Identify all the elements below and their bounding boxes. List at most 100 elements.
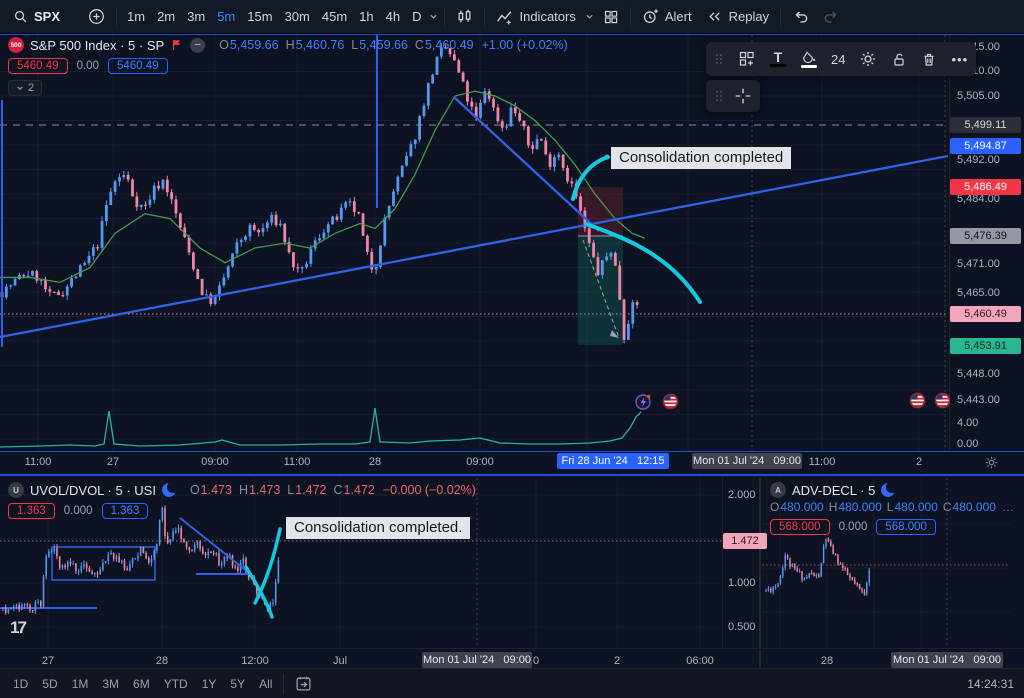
redo-arrow-icon <box>824 11 837 23</box>
range-button[interactable]: 5Y <box>230 676 246 691</box>
tradingview-watermark-logo[interactable]: 17 <box>10 618 27 637</box>
time-tick-label: 27 <box>106 456 120 468</box>
sp500-logo-icon: 500 <box>8 37 24 53</box>
lock-button[interactable] <box>891 51 907 68</box>
range-button[interactable]: 1D <box>13 676 29 691</box>
symbol-label: SPX <box>34 9 61 24</box>
price-badge: 5,460.49 <box>950 306 1021 322</box>
indicators-button[interactable]: Indicators <box>489 5 582 29</box>
layout-grid-button[interactable] <box>596 5 626 29</box>
uvol-axis-border <box>722 478 723 648</box>
template-button[interactable] <box>738 50 756 68</box>
background-color-button[interactable] <box>800 51 817 68</box>
timeframe-button[interactable]: 1h <box>359 9 374 24</box>
price-tick-label: 1.000 <box>728 577 756 589</box>
main-ohlc: O5,459.66 H5,460.76 L5,459.66 C5,460.49 <box>219 38 473 52</box>
price-tick-label: 0.00 <box>957 438 979 450</box>
timeframe-button[interactable]: D <box>412 9 422 24</box>
compare-add-button[interactable] <box>81 5 112 29</box>
range-button[interactable]: 1M <box>71 676 89 691</box>
symbol-title[interactable]: S&P 500 Index · 5 · SP <box>30 37 165 53</box>
legend-collapse-button[interactable]: 2 <box>8 80 43 96</box>
value-badge: 1.363 <box>8 503 55 519</box>
adv-legend: A ADV-DECL · 5 O480.000 H480.000 L480.000 C… <box>770 482 1014 535</box>
adv-ohlc: O480.000 H480.000 L480.000 C480.000… <box>770 500 1014 514</box>
main-change: +1.00 (+0.02%) <box>481 38 568 52</box>
us-flag-icon[interactable] <box>909 392 926 409</box>
timeframe-button[interactable]: 5m <box>217 9 236 24</box>
flag-icon[interactable] <box>170 38 184 52</box>
main-chart-plot[interactable] <box>0 35 948 451</box>
hide-symbol-icon[interactable]: – <box>190 37 206 53</box>
replay-button[interactable]: Replay <box>699 5 776 29</box>
ohlc-segment: O480.000 <box>770 500 824 514</box>
us-flag-icon[interactable] <box>662 393 679 410</box>
us-flag-icon[interactable] <box>934 392 951 409</box>
timeframe-button[interactable]: 2m <box>157 9 176 24</box>
ohlc-segment: … <box>1001 500 1014 514</box>
crosshair-icon <box>735 88 751 104</box>
toolbar-drag-handle[interactable] <box>714 88 724 104</box>
news-flash-icon[interactable] <box>635 393 652 410</box>
price-badge: 1.472 <box>723 533 767 549</box>
redo-button[interactable] <box>816 5 847 29</box>
more-options-button[interactable]: ••• <box>951 51 969 67</box>
calendar-icon <box>296 676 311 691</box>
range-button[interactable]: 5D <box>42 676 58 691</box>
toolbar-divider <box>116 6 118 27</box>
ohlc-segment: H480.000 <box>828 500 882 514</box>
range-button[interactable]: 1Y <box>201 676 217 691</box>
main-value-badges: 5460.49 0.00 5460.49 <box>8 58 568 74</box>
range-button[interactable]: YTD <box>163 676 188 691</box>
pane-border-top <box>0 33 1024 35</box>
chart-style-button[interactable] <box>449 5 480 29</box>
undo-arrow-icon <box>795 11 808 23</box>
value-badge: 0.000 <box>63 505 93 517</box>
range-button[interactable]: All <box>259 676 273 691</box>
undo-button[interactable] <box>785 5 816 29</box>
time-tick-label: 09:00 <box>466 456 494 468</box>
chart-annotation[interactable]: Consolidation completed <box>611 147 792 169</box>
uvol-annotation[interactable]: Consolidation completed. <box>286 517 471 539</box>
indicators-dropdown-chevron-icon[interactable] <box>583 12 596 21</box>
timeframe-button[interactable]: 30m <box>284 9 310 24</box>
time-tick-label: 27 <box>41 655 55 667</box>
settings-button[interactable] <box>859 50 877 68</box>
panel-vertical-divider[interactable] <box>759 478 761 668</box>
timeframe-button[interactable]: 45m <box>321 9 348 24</box>
range-button[interactable]: 6M <box>133 676 150 691</box>
delete-button[interactable] <box>921 51 937 68</box>
drawing-toolbar: T 24 ••• <box>706 42 977 76</box>
time-badge: Mon 01 Jul '24 09:00 <box>692 453 802 469</box>
adv-title[interactable]: ADV-DECL · 5 <box>792 482 876 498</box>
timeframe-button[interactable]: 1m <box>127 9 146 24</box>
toolbar-drag-handle[interactable] <box>714 51 724 67</box>
pane-separator[interactable] <box>0 474 1024 476</box>
trash-icon <box>924 53 934 66</box>
clock[interactable]: 14:24:31 <box>967 676 1014 691</box>
text-color-icon: T <box>773 49 783 65</box>
timeframe-dropdown-chevron-icon[interactable] <box>427 12 440 21</box>
time-tick-label: 0 <box>532 655 540 667</box>
crosshair-button[interactable] <box>734 87 752 105</box>
bottom-axis-border <box>0 648 1024 649</box>
axis-settings-gear-icon[interactable] <box>984 455 999 470</box>
uvol-change: −0.000 (−0.02%) <box>382 483 476 497</box>
range-list: 1D 5D 1M 3M 6M YTD 1Y 5Y All <box>6 673 279 695</box>
price-badge: 5,453.91 <box>950 338 1021 354</box>
range-button[interactable]: 3M <box>102 676 120 691</box>
time-tick-label: Jul <box>332 655 348 667</box>
timeframe-button[interactable]: 15m <box>247 9 273 24</box>
alert-button[interactable]: Alert <box>635 5 699 29</box>
moon-market-closed-icon <box>161 483 176 497</box>
uvol-title[interactable]: UVOL/DVOL · 5 · USI <box>30 482 156 498</box>
price-tick-label: 5,484.00 <box>957 193 1000 205</box>
time-tick-label: 11:00 <box>283 456 311 468</box>
text-color-button[interactable]: T <box>770 49 786 67</box>
timeframe-button[interactable]: 3m <box>187 9 206 24</box>
symbol-search-button[interactable]: SPX <box>6 5 67 29</box>
timeframe-button[interactable]: 4h <box>385 9 401 24</box>
plus-circle-icon <box>89 9 104 24</box>
go-to-date-button[interactable] <box>288 672 319 696</box>
font-size-button[interactable]: 24 <box>831 51 846 67</box>
